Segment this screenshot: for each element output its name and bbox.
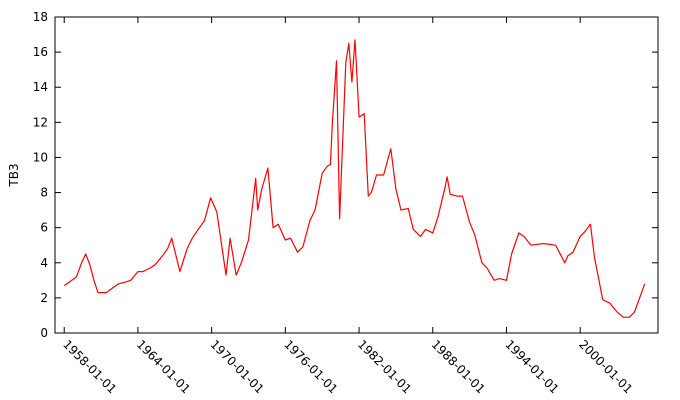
- x-tick-label: 1982-01-01: [355, 337, 414, 396]
- y-axis: 0 2 4 6 8 10 12 14 16 18: [33, 10, 658, 340]
- y-axis-title: TB3: [7, 163, 21, 187]
- x-tick-label: 1964-01-01: [134, 337, 193, 396]
- x-tick-label: 2000-01-01: [576, 337, 635, 396]
- y-tick-label: 6: [40, 221, 48, 235]
- x-axis: 1958-01-01 1964-01-01 1970-01-01 1976-01-01…: [60, 17, 635, 396]
- y-tick-label: 4: [40, 256, 48, 270]
- x-tick-label: 1970-01-01: [208, 337, 267, 396]
- y-tick-label: 12: [33, 115, 48, 129]
- y-tick-label: 0: [40, 326, 48, 340]
- x-tick-label: 1994-01-01: [502, 337, 561, 396]
- y-tick-label: 8: [40, 186, 48, 200]
- y-tick-label: 2: [40, 291, 48, 305]
- x-tick-label: 1976-01-01: [281, 337, 340, 396]
- y-tick-label: 16: [33, 45, 48, 59]
- y-tick-label: 10: [33, 150, 48, 164]
- series-line-tb3: [63, 39, 646, 318]
- x-tick-label: 1988-01-01: [429, 337, 488, 396]
- y-tick-label: 18: [33, 10, 48, 24]
- x-tick-label: 1958-01-01: [60, 337, 119, 396]
- y-tick-label: 14: [33, 80, 48, 94]
- plot-frame: [54, 16, 659, 334]
